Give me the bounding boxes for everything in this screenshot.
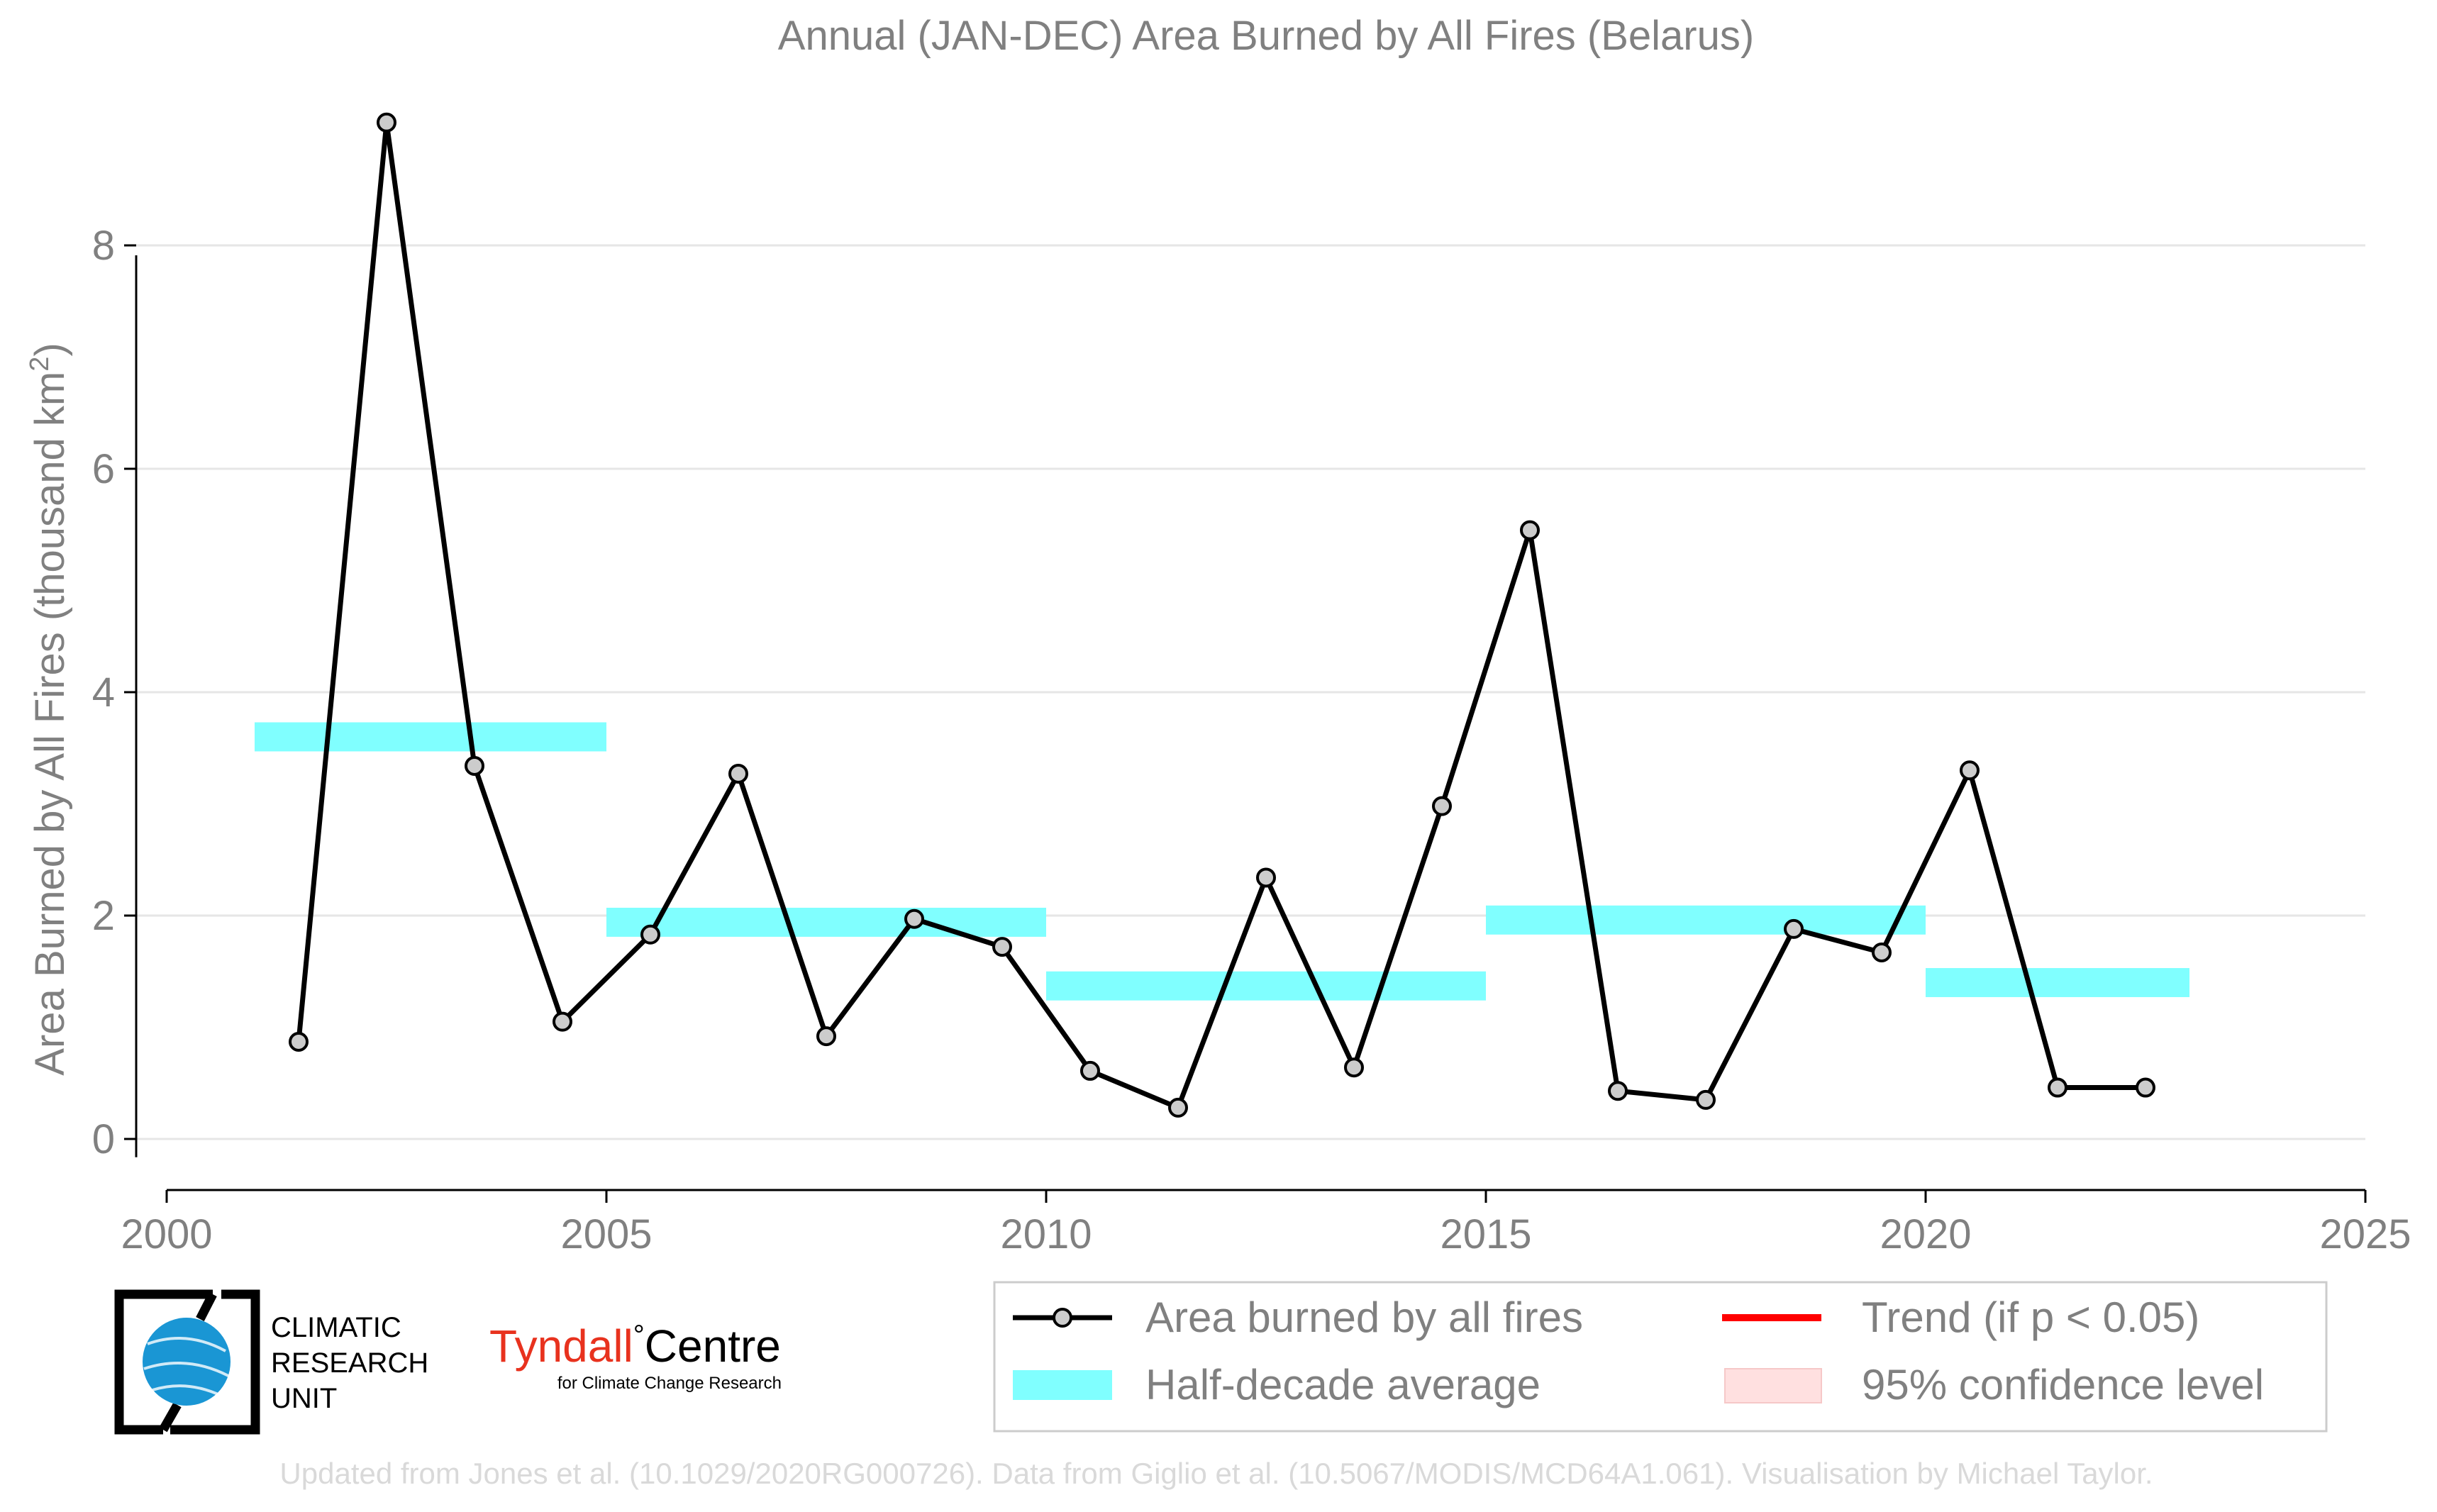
y-tick-label-8: 8 xyxy=(92,223,115,269)
data-point-4 xyxy=(640,924,660,945)
tick-labels: 0 2 4 6 8 2000 2005 2010 2015 2020 2025 xyxy=(92,223,2411,1257)
data-point-12 xyxy=(1344,1057,1364,1078)
y-axis-label: Area Burned by All Fires (thousand km2) xyxy=(25,343,73,1075)
cru-logo: CLIMATIC RESEARCH UNIT xyxy=(114,1289,428,1435)
y-tick-label-0: 0 xyxy=(92,1116,115,1162)
x-tick-label-2020: 2020 xyxy=(1880,1211,1971,1257)
series-line xyxy=(296,120,2145,1111)
data-point-3 xyxy=(553,1011,572,1032)
data-point-14 xyxy=(1520,520,1540,540)
data-point-0 xyxy=(289,1031,309,1052)
data-point-11 xyxy=(1256,867,1276,888)
data-point-6 xyxy=(816,1026,836,1047)
tyndall-logo: Tyndall°Centre for Climate Change Resear… xyxy=(489,1320,782,1393)
legend-label-confidence: 95% confidence level xyxy=(1862,1361,2264,1408)
half-decade-band-2 xyxy=(1046,971,1486,1001)
data-point-8 xyxy=(992,937,1012,957)
footer-credit: Updated from Jones et al. (10.1029/2020R… xyxy=(279,1457,2153,1490)
half-decade-band-1 xyxy=(606,907,1046,937)
data-point-19 xyxy=(1960,760,1980,781)
data-point-7 xyxy=(904,908,924,929)
half-decade-bands xyxy=(255,722,2189,1001)
data-point-2 xyxy=(465,755,484,776)
data-point-18 xyxy=(1872,942,1892,962)
legend-label-half-decade: Half-decade average xyxy=(1145,1361,1541,1408)
x-tick-label-2010: 2010 xyxy=(1000,1211,1092,1257)
data-point-5 xyxy=(728,763,748,784)
data-point-21 xyxy=(2136,1077,2155,1098)
legend-item-confidence: 95% confidence level xyxy=(1724,1361,2264,1408)
y-tick-label-4: 4 xyxy=(92,669,115,716)
y-tick-label-2: 2 xyxy=(92,893,115,939)
data-point-1 xyxy=(377,112,396,133)
legend-item-half-decade: Half-decade average xyxy=(1013,1361,1541,1408)
legend-item-series: Area burned by all fires xyxy=(1013,1294,1583,1341)
data-series xyxy=(289,112,2155,1118)
data-point-10 xyxy=(1168,1097,1188,1118)
cru-line-3: UNIT xyxy=(271,1383,337,1414)
chart-title: Annual (JAN-DEC) Area Burned by All Fire… xyxy=(778,13,1754,59)
half-decade-band-4 xyxy=(1926,968,2189,997)
data-point-9 xyxy=(1080,1060,1100,1081)
legend-item-trend: Trend (if p < 0.05) xyxy=(1722,1294,2199,1341)
x-tick-label-2005: 2005 xyxy=(560,1211,652,1257)
axes xyxy=(124,244,2367,1203)
x-tick-label-2000: 2000 xyxy=(121,1211,212,1257)
cru-line-2: RESEARCH xyxy=(271,1347,428,1379)
half-decade-band-3 xyxy=(1486,905,1926,935)
legend-label-series: Area burned by all fires xyxy=(1145,1294,1583,1341)
legend: Area burned by all fires Trend (if p < 0… xyxy=(993,1281,2328,1433)
tyndall-subtitle: for Climate Change Research xyxy=(557,1374,782,1393)
data-point-13 xyxy=(1432,796,1452,816)
legend-label-trend: Trend (if p < 0.05) xyxy=(1862,1294,2199,1341)
data-point-17 xyxy=(1784,918,1804,939)
svg-text:Tyndall°Centre: Tyndall°Centre xyxy=(489,1320,781,1372)
cru-line-1: CLIMATIC xyxy=(271,1312,401,1343)
x-tick-label-2025: 2025 xyxy=(2319,1211,2411,1257)
data-point-15 xyxy=(1608,1081,1628,1101)
half-decade-band-0 xyxy=(255,722,606,752)
x-tick-label-2015: 2015 xyxy=(1440,1211,1531,1257)
y-tick-label-6: 6 xyxy=(92,446,115,492)
data-point-16 xyxy=(1696,1089,1716,1110)
gridlines xyxy=(131,244,2365,1140)
data-point-20 xyxy=(2048,1077,2067,1098)
